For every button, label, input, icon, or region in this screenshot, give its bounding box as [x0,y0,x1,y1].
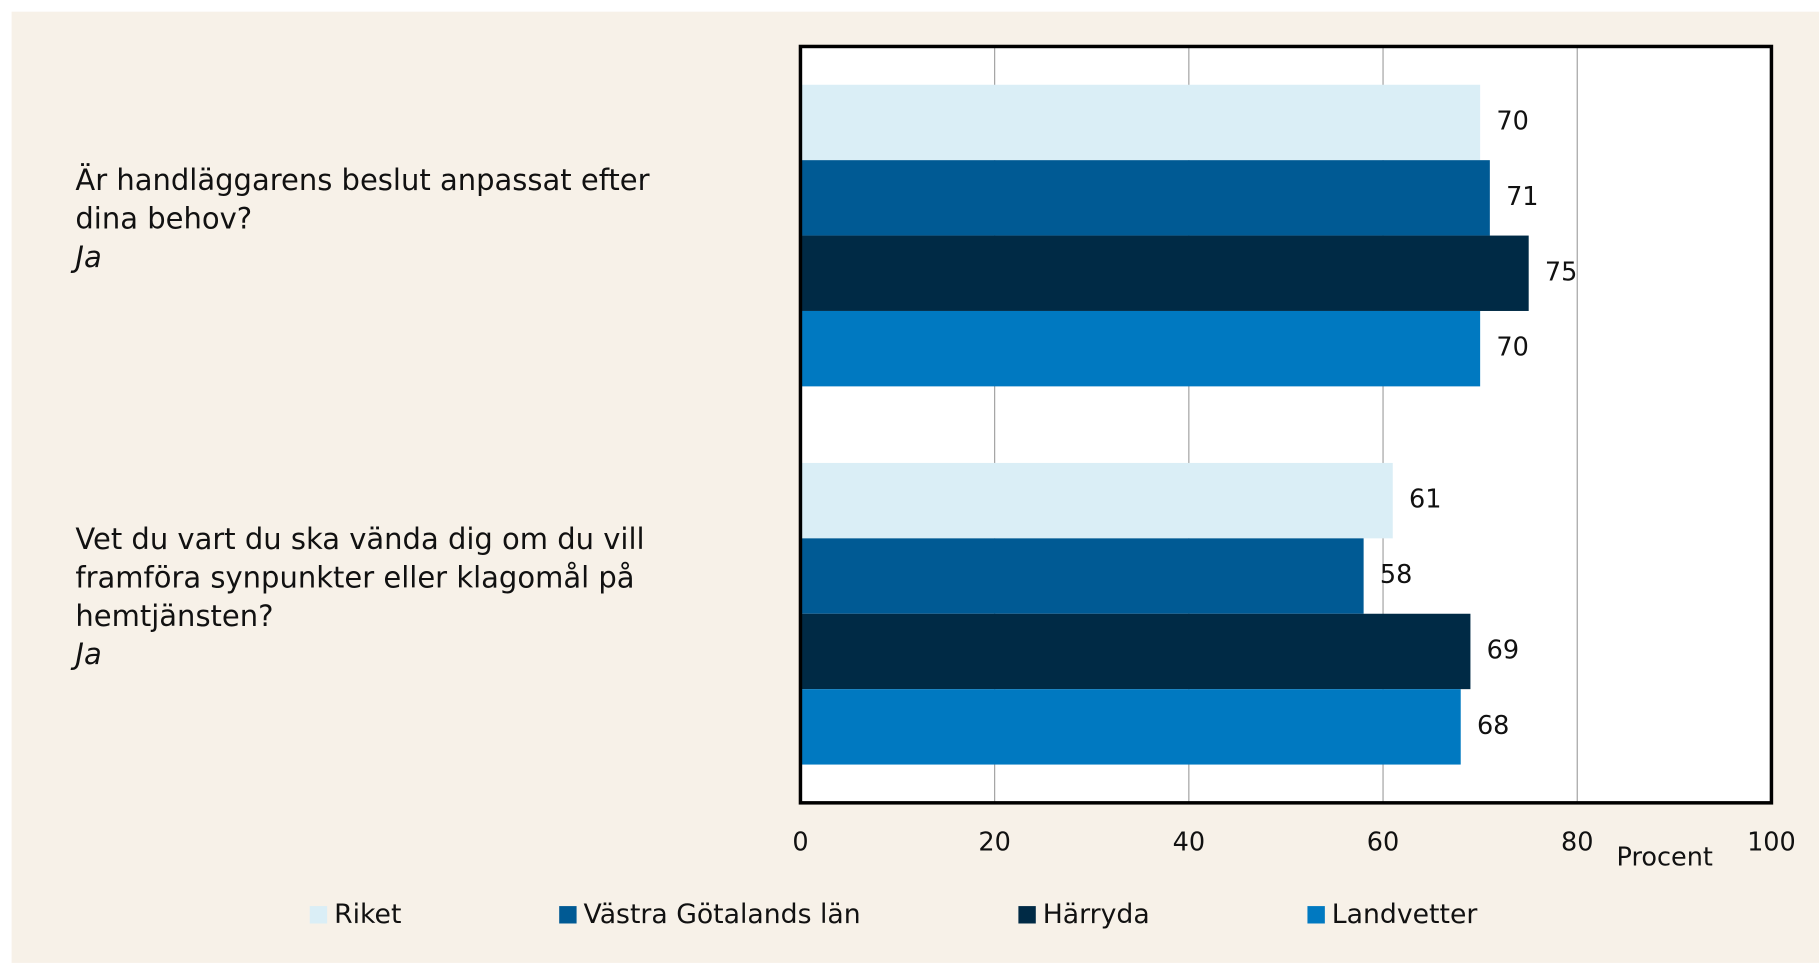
bar [800,310,1481,387]
x-tick-label: 20 [978,827,1010,857]
legend-swatch [1018,906,1036,924]
x-tick-label: 80 [1561,827,1593,857]
value-label: 68 [1477,711,1509,741]
value-label: 70 [1496,333,1528,363]
bar [800,538,1364,614]
legend-swatch [1307,906,1325,924]
bar [800,84,1481,161]
bar [800,160,1490,236]
category-label: hemtjänsten? [75,599,273,633]
value-label: 70 [1496,106,1528,136]
value-label: 69 [1487,635,1519,665]
legend-label: Västra Götalands län [584,899,861,930]
x-tick-label: 40 [1173,827,1205,857]
x-tick-label: 60 [1367,827,1399,857]
plot-frame [798,44,1774,805]
category-answer: Ja [70,240,101,274]
bar [800,462,1393,539]
legend: Riket Västra Götalands län Härryda Landvett… [309,899,1478,930]
legend-label: Härryda [1043,899,1150,930]
category-label: Vet du vart du ska vända dig om du vill [75,522,644,556]
x-tick-label: 100 [1747,827,1796,857]
x-axis-label: Procent [1617,843,1713,873]
bars [800,84,1529,765]
bar [800,235,1529,311]
legend-swatch [559,906,577,924]
value-label: 58 [1380,560,1412,590]
category-label: Är handläggarens beslut anpassat efter [75,163,649,197]
legend-swatch [309,906,328,924]
value-label: 75 [1545,257,1577,287]
value-label: 71 [1506,182,1538,212]
x-tick-label: 0 [792,827,808,857]
bar [800,689,1461,765]
category-label: framföra synpunkter eller klagomål på [75,561,634,595]
category-label: dina behov? [75,201,252,235]
legend-label: Riket [334,899,401,930]
bar [800,613,1471,690]
value-label: 61 [1409,485,1441,515]
category-answer: Ja [70,637,101,671]
legend-label: Landvetter [1332,899,1478,930]
labels: 0 20 40 60 80 100 70 71 75 70 Är handläggarens bes… [70,106,1795,857]
